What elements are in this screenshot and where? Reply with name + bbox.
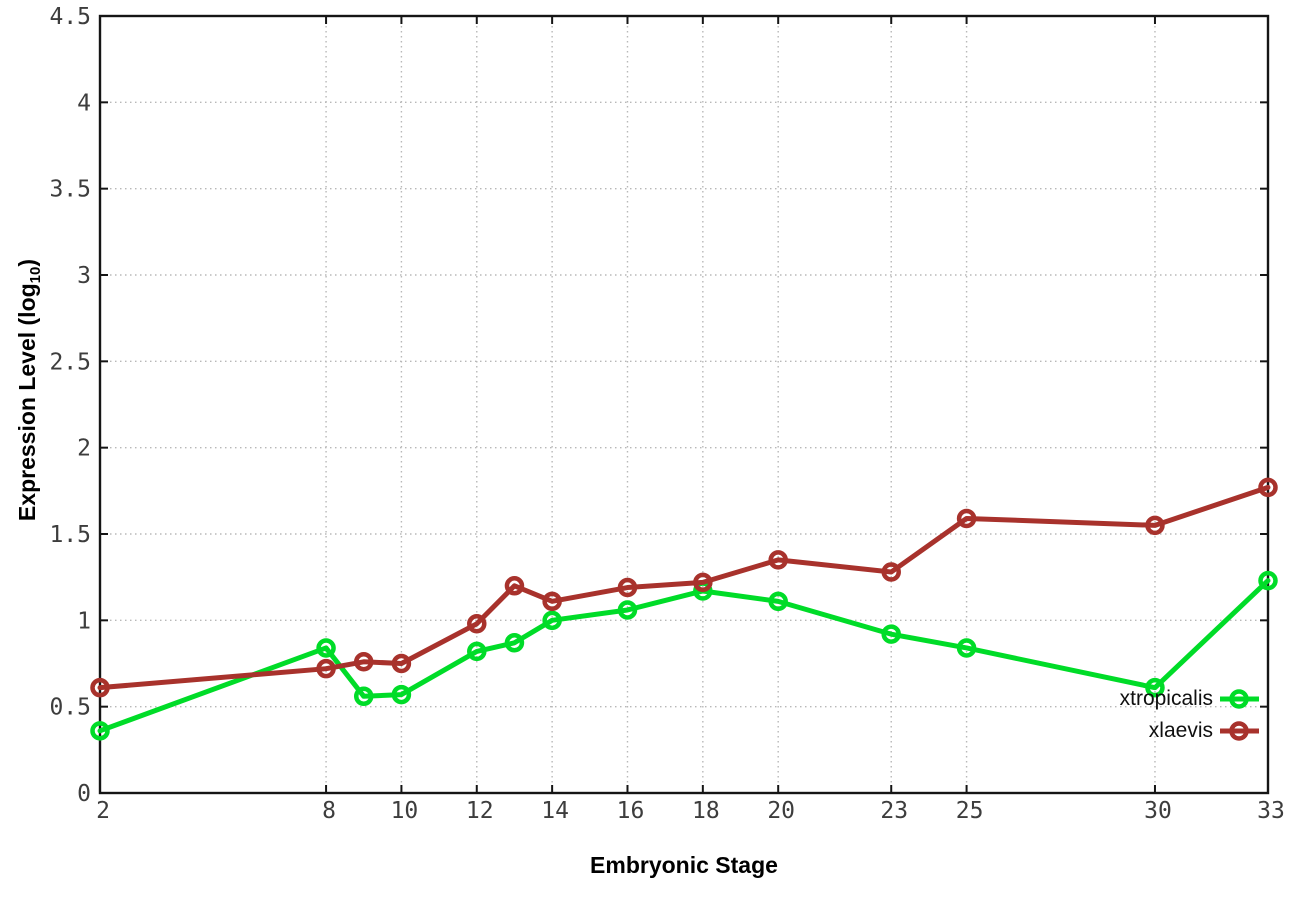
y-axis-title-main: Expression Level (log <box>14 283 40 522</box>
y-tick-label: 2 <box>77 436 91 462</box>
x-tick-label: 16 <box>617 798 645 824</box>
data-point-xtropicalis <box>316 638 336 658</box>
data-point-xlaevis <box>467 614 487 634</box>
legend-label-xlaevis: xlaevis <box>1148 719 1213 742</box>
data-point-xtropicalis <box>956 638 977 658</box>
data-point-xlaevis <box>693 572 713 593</box>
data-point-xtropicalis <box>90 721 110 741</box>
x-tick-label: 25 <box>956 798 984 824</box>
y-tick-label: 0.5 <box>49 695 91 721</box>
data-point-xlaevis <box>617 577 638 598</box>
data-point-xlaevis <box>353 652 374 672</box>
data-point-xlaevis <box>956 508 977 529</box>
data-point-xtropicalis <box>353 686 374 707</box>
data-point-xlaevis <box>1258 477 1278 498</box>
y-tick-label: 2.5 <box>49 349 91 375</box>
y-tick-label: 3.5 <box>49 177 91 203</box>
data-point-xlaevis <box>90 677 110 698</box>
data-point-xtropicalis <box>617 600 638 620</box>
y-tick-label: 0 <box>77 781 91 807</box>
y-tick-label: 1 <box>77 608 91 634</box>
data-point-xlaevis <box>768 550 788 570</box>
x-tick-label: 2 <box>96 798 110 824</box>
legend-label-xtropicalis: xtropicalis <box>1119 687 1213 710</box>
y-tick-label: 1.5 <box>49 522 91 548</box>
x-tick-label: 30 <box>1144 798 1172 824</box>
y-axis-title-close: ) <box>14 258 40 267</box>
x-tick-label: 14 <box>541 798 569 824</box>
data-point-xtropicalis <box>768 591 788 612</box>
x-tick-label: 10 <box>391 798 419 824</box>
y-axis-title: Expression Level (log10) <box>12 90 44 690</box>
y-axis-title-subscript: 10 <box>27 266 44 284</box>
data-point-xlaevis <box>1145 515 1165 536</box>
data-point-xlaevis <box>542 591 562 612</box>
data-point-xtropicalis <box>1145 677 1165 698</box>
data-point-xtropicalis <box>504 633 525 653</box>
x-tick-label: 8 <box>322 798 336 824</box>
y-tick-label: 3 <box>77 263 91 289</box>
data-point-xlaevis <box>881 562 901 582</box>
data-point-xtropicalis <box>391 684 412 705</box>
legend-sample-marker-xtropicalis <box>1229 689 1249 709</box>
x-tick-label: 23 <box>880 798 908 824</box>
y-tick-label: 4.5 <box>49 4 91 30</box>
plot-border <box>98 14 1270 795</box>
legend-sample-marker-xlaevis <box>1229 721 1249 741</box>
data-point-xlaevis <box>316 658 336 679</box>
y-tick-label: 4 <box>77 90 91 116</box>
x-tick-label: 12 <box>466 798 494 824</box>
data-point-xtropicalis <box>542 610 562 631</box>
data-point-xtropicalis <box>1258 570 1278 591</box>
x-tick-label: 18 <box>692 798 720 824</box>
x-tick-label: 20 <box>767 798 795 824</box>
x-tick-label: 33 <box>1257 798 1285 824</box>
data-point-xtropicalis <box>467 641 487 662</box>
series-line-xlaevis <box>97 484 1271 691</box>
data-point-xtropicalis <box>881 624 901 644</box>
data-point-xlaevis <box>504 576 525 596</box>
data-point-xlaevis <box>391 653 412 674</box>
x-axis-title: Embryonic Stage <box>590 852 778 878</box>
